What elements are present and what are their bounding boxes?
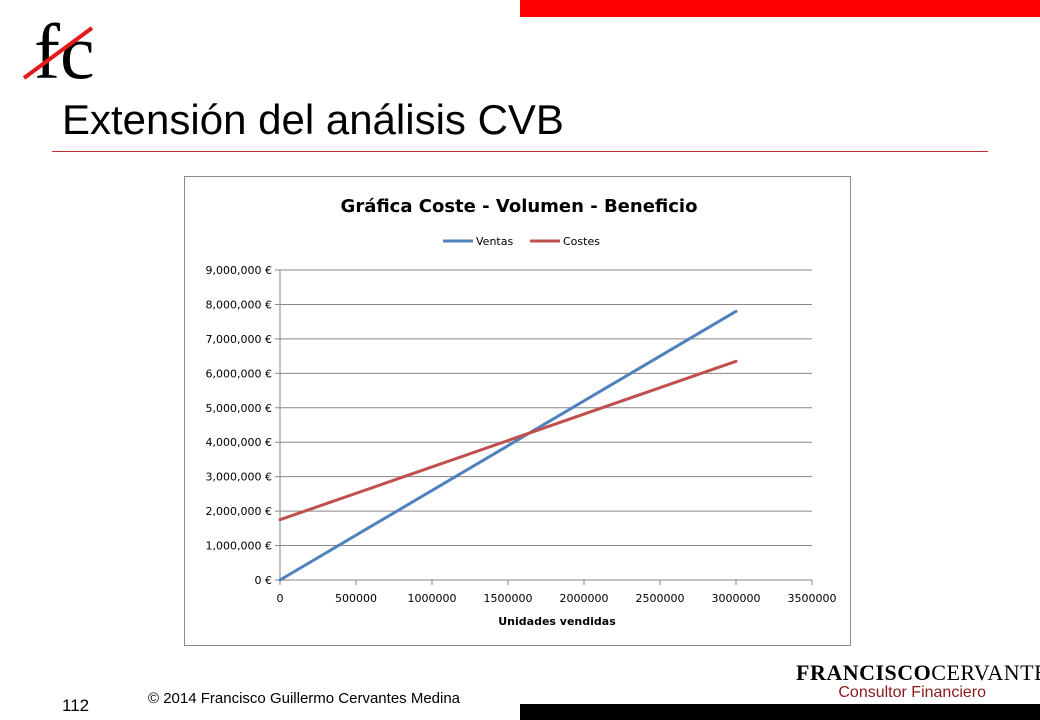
x-tick-label: 1500000 <box>484 592 533 605</box>
x-tick-label: 2500000 <box>636 592 685 605</box>
x-axis-label: Unidades vendidas <box>498 615 616 628</box>
chart-series <box>278 309 738 582</box>
x-tick-label: 0 <box>277 592 284 605</box>
brand-subtitle: Consultor Financiero <box>838 684 986 701</box>
cvb-chart: Gráfica Coste - Volumen - Beneficio Vent… <box>206 196 837 628</box>
brand-name: FRANCISCOCERVANTES <box>796 660 1040 686</box>
x-tick-label: 500000 <box>335 592 377 605</box>
chart-legend: Ventas Costes <box>443 235 600 248</box>
series-line-ventas <box>278 309 738 582</box>
y-tick-label: 2,000,000 € <box>206 505 272 518</box>
logo-slash <box>22 26 94 80</box>
y-tick-label: 1,000,000 € <box>206 540 272 553</box>
x-tick-label: 3000000 <box>712 592 761 605</box>
title-divider <box>52 151 988 152</box>
y-tick-label: 9,000,000 € <box>206 264 272 277</box>
fc-logo: fc <box>22 8 112 95</box>
top-accent-bar <box>520 0 1040 17</box>
y-tick-label: 4,000,000 € <box>206 436 272 449</box>
x-tick-label: 2000000 <box>560 592 609 605</box>
chart-title: Gráfica Coste - Volumen - Beneficio <box>341 196 698 217</box>
legend-label-costes: Costes <box>563 235 600 248</box>
bottom-accent-bar <box>520 704 1040 720</box>
x-axis-ticks: 0 500000 1000000 1500000 2000000 2500000 30000… <box>277 580 837 605</box>
logo-text: fc <box>34 8 95 86</box>
y-axis-ticks: 0 € 1,000,000 € 2,000,000 € 3,000,000 € 4,00… <box>206 264 280 587</box>
y-tick-label: 3,000,000 € <box>206 471 272 484</box>
chart-frame: Gráfica Coste - Volumen - Beneficio Vent… <box>184 176 851 646</box>
y-tick-label: 8,000,000 € <box>206 298 272 311</box>
chart-grid <box>280 269 812 547</box>
copyright-notice: © 2014 Francisco Guillermo Cervantes Med… <box>148 690 461 707</box>
y-tick-label: 7,000,000 € <box>206 333 272 346</box>
brand-block: FRANCISCOCERVANTES Consultor Financiero <box>796 660 1040 702</box>
brand-name-first: FRANCISCO <box>796 660 932 685</box>
y-tick-label: 0 € <box>255 574 273 587</box>
legend-label-ventas: Ventas <box>476 235 513 248</box>
page-number: 112 <box>62 696 90 715</box>
y-tick-label: 5,000,000 € <box>206 402 272 415</box>
brand-name-last: CERVANTES <box>931 660 1040 685</box>
x-tick-label: 3500000 <box>788 592 837 605</box>
y-tick-label: 6,000,000 € <box>206 367 272 380</box>
chart-axes <box>279 270 812 581</box>
x-tick-label: 1000000 <box>408 592 457 605</box>
slide-title: Extensión del análisis CVB <box>62 96 564 143</box>
series-line-costes <box>278 359 738 522</box>
